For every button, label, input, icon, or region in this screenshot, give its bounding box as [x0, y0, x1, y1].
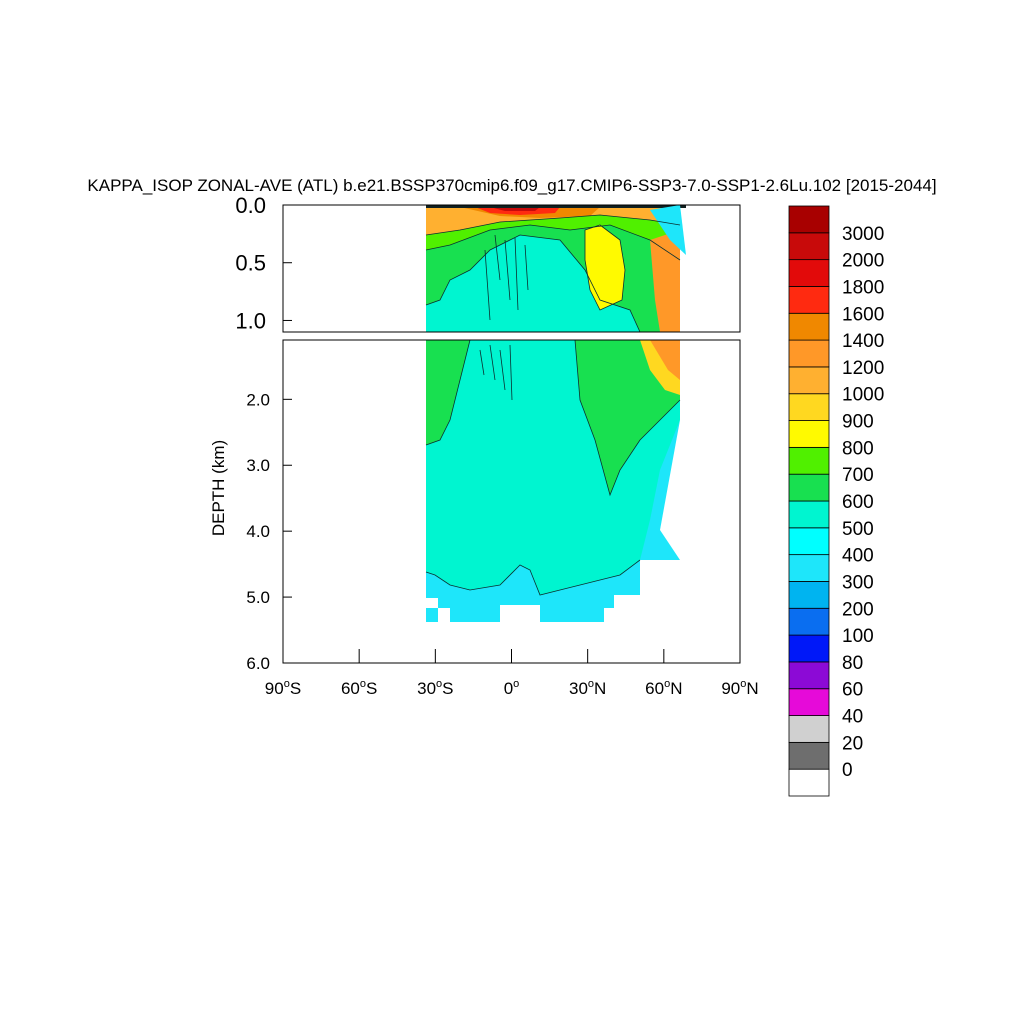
x-tick-label: 0o — [504, 678, 520, 698]
colorbar-swatch — [788, 366, 830, 395]
field-mask — [438, 608, 450, 624]
colorbar-label: 0 — [842, 760, 853, 781]
contour-line — [484, 234, 529, 321]
colorbar-swatch — [788, 661, 830, 690]
contour-line — [425, 214, 681, 236]
colorbar-swatch — [788, 446, 830, 475]
field-1200-1400 — [650, 230, 680, 332]
y-tick-label: 2.0 — [246, 390, 270, 409]
contour-lines — [425, 214, 681, 332]
colorbar-label: 600 — [842, 492, 874, 513]
colorbar-swatch — [788, 339, 830, 368]
upper-panel-frame — [282, 204, 741, 333]
field-mask — [604, 608, 614, 624]
field-mask — [500, 605, 540, 625]
colorbar-swatch — [788, 393, 830, 421]
y-tick-label: 0.0 — [235, 193, 266, 218]
x-tick-label: 90oN — [721, 678, 758, 698]
contour-line — [425, 559, 641, 596]
field-600-700-south — [426, 340, 470, 445]
colorbar-label: 1400 — [842, 331, 884, 352]
y-tick-label: 3.0 — [246, 456, 270, 475]
colorbar-swatch — [788, 688, 830, 716]
x-tick-label: 60oS — [341, 678, 377, 698]
y-axis-label: DEPTH (km) — [209, 440, 228, 536]
y-tick-label: 6.0 — [246, 654, 270, 673]
x-tick-label: 90oS — [265, 678, 301, 698]
colorbar-label: 900 — [842, 412, 874, 433]
contour-line — [574, 340, 681, 497]
colorbar-swatch — [788, 634, 830, 663]
colorbar-swatch — [788, 500, 830, 529]
chart-title: KAPPA_ISOP ZONAL-AVE (ATL) b.e21.BSSP370… — [87, 176, 937, 195]
colorbar-label: 800 — [842, 438, 874, 459]
field-mask — [640, 560, 680, 600]
colorbar-swatch — [788, 581, 830, 609]
y-tick-label: 1.0 — [235, 308, 266, 333]
colorbar-label: 3000 — [842, 224, 884, 245]
x-tick-label: 30oS — [417, 678, 453, 698]
field-800-900 — [585, 225, 625, 310]
colorbar-swatch — [788, 741, 830, 770]
colorbar-label: 300 — [842, 572, 874, 593]
contour-lines — [425, 340, 681, 596]
contour-line — [425, 340, 471, 446]
colorbar-swatch — [788, 205, 830, 234]
contour-field-upper — [425, 205, 686, 332]
y-tick-label: 5.0 — [246, 588, 270, 607]
contour-line — [425, 224, 681, 261]
colorbar-label: 700 — [842, 465, 874, 486]
colorbar-label: 60 — [842, 680, 863, 701]
colorbar-swatch — [788, 527, 830, 556]
colorbar-label: 1000 — [842, 385, 884, 406]
contour-field-deep — [425, 340, 694, 625]
colorbar-label: 400 — [842, 546, 874, 567]
upper-y-axis: 0.0 0.5 1.0 — [235, 193, 292, 333]
colorbar-swatch — [788, 420, 830, 448]
colorbar-label: 200 — [842, 599, 874, 620]
field-mask — [660, 420, 680, 560]
y-tick-label: 0.5 — [235, 251, 266, 276]
colorbar-swatch — [788, 715, 830, 743]
colorbar-label: 40 — [842, 707, 863, 728]
colorbar-label: 500 — [842, 519, 874, 540]
lower-y-axis: 2.0 3.0 4.0 5.0 6.0 — [246, 390, 292, 673]
colorbar-swatch — [788, 554, 830, 582]
field-surface-dense-contours — [426, 205, 686, 208]
field-300-400 — [650, 205, 686, 255]
contour-line — [425, 234, 641, 332]
colorbar-swatch — [788, 259, 830, 287]
contour-line — [479, 344, 513, 401]
colorbar: 0 20 40 60 80 100 200 300 400 500 600 700 800 900 1000… — [788, 205, 884, 797]
x-tick-label: 30oN — [569, 678, 606, 698]
x-axis: 90oS 60oS 30oS 0o 30oN 60oN 90oN — [265, 649, 759, 698]
contour-line — [584, 224, 626, 311]
colorbar-label: 100 — [842, 626, 874, 647]
field-1200-1400 — [650, 340, 680, 380]
colorbar-label: 20 — [842, 733, 863, 754]
y-tick-label: 4.0 — [246, 522, 270, 541]
field-600-700 — [426, 340, 680, 495]
colorbar-swatch — [788, 607, 830, 636]
colorbar-label: 1800 — [842, 277, 884, 298]
field-mask — [426, 598, 438, 608]
colorbar-swatch — [788, 312, 830, 341]
colorbar-label: 2000 — [842, 251, 884, 272]
colorbar-label: 1200 — [842, 358, 884, 379]
colorbar-label: 80 — [842, 653, 863, 674]
colorbar-label: 1600 — [842, 304, 884, 325]
colorbar-swatch — [788, 286, 830, 314]
x-tick-label: 60oN — [645, 678, 682, 698]
colorbar-swatch — [788, 473, 830, 502]
colorbar-swatch — [788, 768, 830, 797]
colorbar-swatch — [788, 232, 830, 261]
